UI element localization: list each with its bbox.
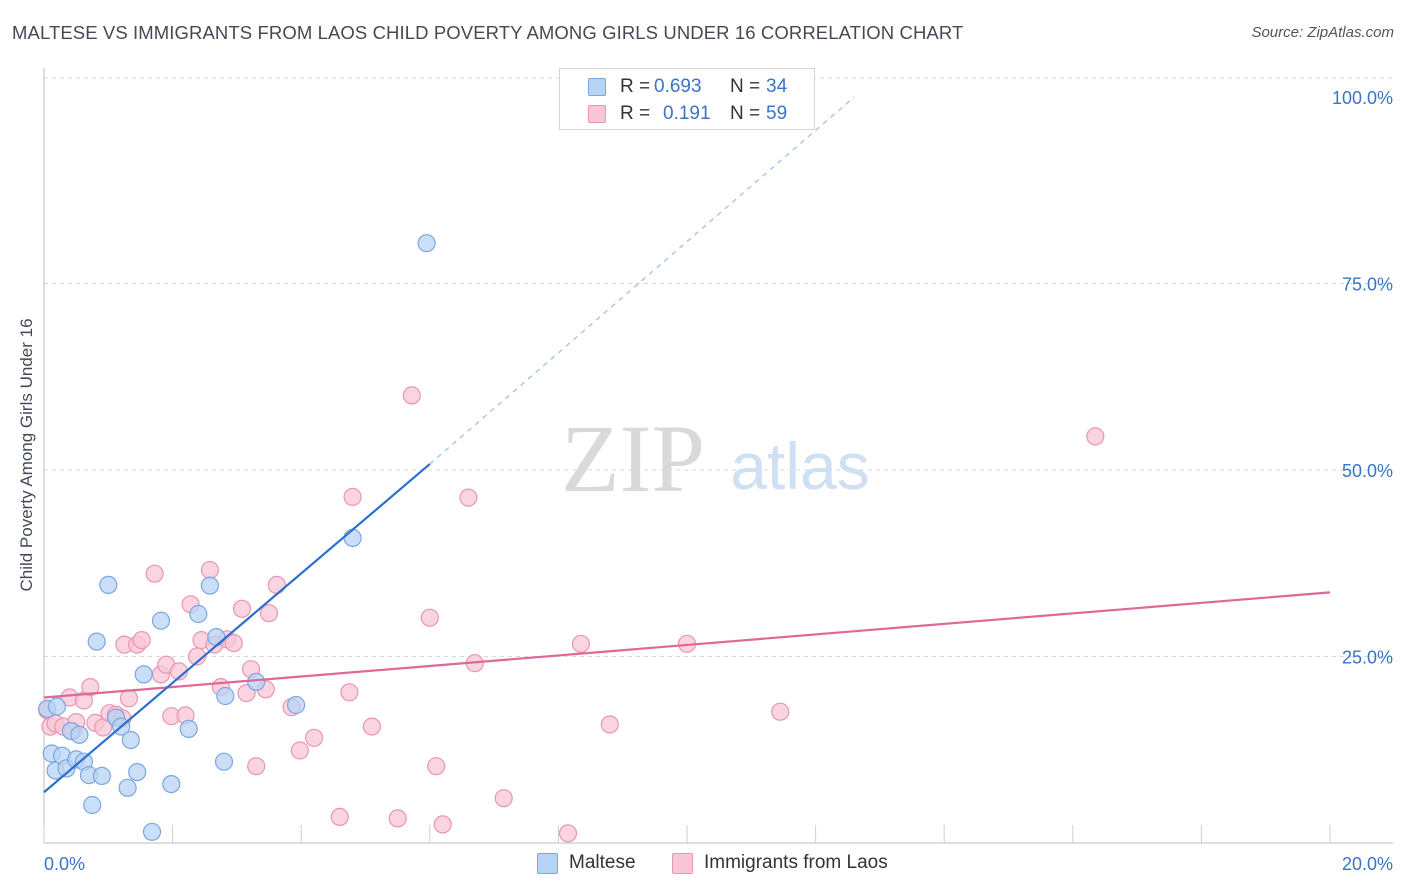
laos-point	[224, 633, 243, 653]
laos-point	[267, 575, 286, 595]
laos-point	[402, 386, 421, 405]
laos-point	[388, 809, 407, 828]
laos-point	[259, 604, 279, 623]
laos-point	[330, 807, 349, 827]
maltese-point	[214, 752, 234, 771]
maltese-point	[70, 725, 89, 744]
laos-point	[600, 715, 619, 734]
laos-point	[290, 741, 309, 760]
watermark-zip: ZIP	[561, 405, 705, 512]
laos-point	[459, 488, 478, 507]
laos-point	[494, 789, 513, 808]
laos-point	[119, 689, 138, 708]
maltese-point	[200, 576, 219, 595]
laos-point	[132, 630, 151, 650]
maltese-point	[216, 686, 235, 706]
maltese-point	[287, 695, 306, 715]
laos-point	[340, 683, 359, 702]
laos-point	[571, 634, 591, 653]
laos-point	[145, 564, 164, 583]
legend-n-label: N =	[730, 103, 761, 124]
laos-point	[343, 487, 362, 506]
gridlines	[44, 77, 1393, 657]
legend-r-value: 0.191	[663, 103, 711, 124]
watermark: ZIP atlas	[561, 405, 870, 512]
maltese-point	[118, 778, 137, 797]
legend-swatch-maltese	[588, 78, 606, 96]
laos-point	[420, 608, 439, 627]
maltese-point	[343, 528, 362, 548]
maltese-point	[99, 575, 118, 595]
laos-point	[427, 757, 446, 776]
maltese-point	[207, 627, 226, 647]
bottom-swatch-maltese	[537, 853, 558, 874]
maltese-point	[179, 719, 198, 739]
laos-point	[433, 815, 452, 834]
laos-point	[81, 677, 100, 697]
maltese-point	[134, 665, 153, 684]
laos-point	[362, 717, 381, 736]
laos-point	[247, 757, 266, 776]
laos-point	[232, 599, 252, 618]
laos-point	[200, 560, 219, 580]
laos-point	[771, 702, 790, 721]
series-maltese-points	[38, 234, 436, 841]
legend-r-value: 0.693	[654, 76, 702, 97]
maltese-point	[121, 730, 140, 750]
maltese-point	[247, 672, 266, 692]
bottom-swatch-laos	[672, 853, 693, 874]
laos-trendline	[43, 591, 1331, 699]
maltese-trendline-extension	[429, 96, 855, 465]
legend-n-value: 34	[766, 76, 788, 97]
maltese-point	[151, 611, 171, 630]
maltese-point	[128, 762, 147, 782]
maltese-point	[142, 822, 162, 841]
laos-point	[1086, 427, 1105, 446]
y-tick-label: 50.0%	[1342, 461, 1393, 481]
maltese-point	[162, 774, 181, 794]
maltese-point	[83, 795, 102, 815]
chart-title: MALTESE VS IMMIGRANTS FROM LAOS CHILD PO…	[12, 22, 964, 43]
bottom-label-maltese: Maltese	[569, 852, 636, 873]
maltese-trendline	[43, 463, 431, 794]
y-tick-label: 100.0%	[1332, 88, 1393, 108]
legend-swatch-laos	[588, 105, 606, 123]
trendlines	[43, 96, 1331, 794]
bottom-label-laos: Immigrants from Laos	[704, 852, 888, 873]
maltese-point	[87, 632, 106, 651]
maltese-point	[47, 697, 67, 716]
axes	[43, 68, 1393, 844]
laos-point	[305, 728, 324, 747]
x-tick-label: 20.0%	[1342, 854, 1393, 874]
watermark-atlas: atlas	[730, 429, 869, 503]
maltese-point	[92, 766, 112, 786]
legend-r-label: R =	[620, 103, 651, 124]
y-tick-label: 75.0%	[1342, 275, 1393, 295]
legend-n-label: N =	[730, 76, 761, 97]
y-tick-label: 25.0%	[1342, 648, 1393, 668]
legend-n-value: 59	[766, 103, 788, 124]
stats-legend: R = 0.693 N = 34 R = 0.191 N = 59	[559, 68, 815, 130]
legend-r-label: R =	[620, 76, 651, 97]
x-tick-label: 0.0%	[44, 854, 85, 874]
maltese-point	[417, 234, 436, 253]
source-credit: Source: ZipAtlas.com	[1251, 24, 1394, 41]
maltese-point	[189, 604, 208, 624]
laos-point	[558, 824, 578, 843]
tick-labels: 25.0% 50.0% 75.0% 100.0% 0.0% 20.0%	[44, 88, 1393, 874]
